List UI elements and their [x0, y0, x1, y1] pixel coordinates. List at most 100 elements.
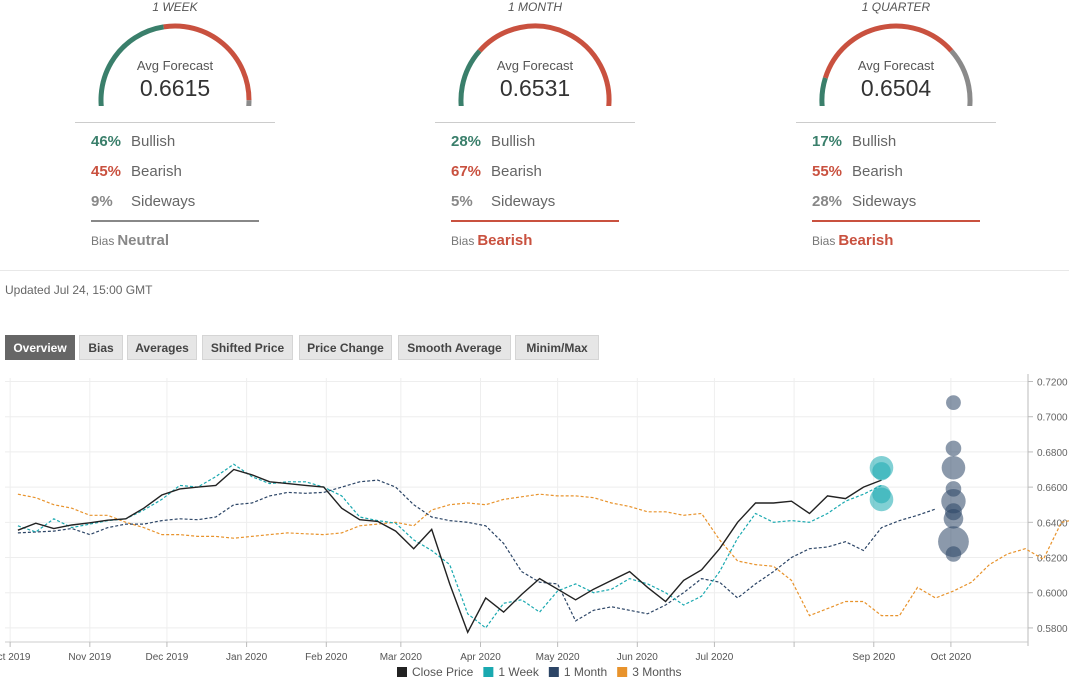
series-line-1-month: [17, 479, 936, 622]
gauge-sideways-arc: [246, 100, 252, 106]
x-tick-label: Oct 2020: [931, 652, 972, 663]
legend-swatch: [397, 667, 407, 677]
y-tick-label: 0.6600: [1037, 483, 1068, 494]
y-tick-label: 0.6200: [1037, 554, 1068, 565]
chart-grid: [5, 378, 1033, 642]
bearish-label: Bearish: [852, 163, 903, 180]
forecast-bubble-1-month[interactable]: [938, 526, 969, 558]
legend-label: 3 Months: [632, 665, 681, 679]
bearish-row: 55% Bearish: [812, 162, 903, 182]
forecast-gauge: [458, 23, 612, 106]
sideways-row: 9% Sideways: [91, 192, 195, 212]
y-tick-label: 0.6000: [1037, 589, 1068, 600]
series-line-1-week: [17, 463, 882, 629]
sideways-pct: 9%: [91, 193, 113, 210]
x-tick-label: Jun 2020: [617, 652, 659, 663]
gauge-bullish-arc: [458, 49, 482, 106]
series-line-3-months: [17, 493, 1069, 617]
x-tick-label: Apr 2020: [460, 652, 501, 663]
x-tick-label: Mar 2020: [380, 652, 423, 663]
legend-item[interactable]: 1 Month: [548, 665, 607, 679]
bearish-pct: 67%: [451, 163, 482, 180]
bias-value: Neutral: [117, 232, 170, 249]
bearish-label: Bearish: [491, 163, 542, 180]
forecast-bubble-1-week[interactable]: [872, 462, 891, 481]
y-tick-label: 0.6800: [1037, 448, 1068, 459]
forecast-bubble-1-month[interactable]: [945, 546, 962, 562]
bullish-row: 46% Bullish: [91, 132, 175, 152]
legend-label: 1 Month: [564, 665, 607, 679]
bearish-row: 67% Bearish: [451, 162, 542, 182]
y-tick-label: 0.7200: [1037, 378, 1068, 389]
x-tick-label: Jul 2020: [696, 652, 734, 663]
legend-swatch: [548, 667, 559, 677]
bearish-pct: 45%: [91, 163, 122, 180]
bearish-row: 45% Bearish: [91, 162, 182, 182]
tab-bias[interactable]: Bias: [79, 335, 123, 360]
x-tick-label: Feb 2020: [305, 652, 348, 663]
bullish-label: Bullish: [852, 133, 897, 150]
bullish-pct: 17%: [812, 133, 843, 150]
sideways-label: Sideways: [852, 193, 917, 210]
panel-title: 1 WEEK: [152, 0, 198, 14]
forecast-bubble-1-month[interactable]: [943, 509, 964, 529]
panel-title: 1 MONTH: [508, 0, 562, 14]
avg-forecast-value: 0.6504: [860, 75, 932, 101]
y-tick-label: 0.6400: [1037, 518, 1068, 529]
avg-forecast-label: Avg Forecast: [857, 58, 935, 73]
bullish-label: Bullish: [131, 133, 176, 150]
chart-legend: Close Price 1 Week 1 Month 3 Months: [397, 665, 682, 679]
bias-label: Bias: [812, 234, 836, 248]
avg-forecast-value: 0.6531: [499, 75, 571, 101]
tab-averages[interactable]: Averages: [127, 335, 197, 360]
legend-label: Close Price: [412, 665, 474, 679]
bias-rule: [812, 220, 980, 222]
forecast-gauge: [98, 23, 252, 106]
forecast-gauge: [819, 23, 973, 106]
sideways-row: 5% Sideways: [451, 192, 555, 212]
panel-divider: [75, 122, 275, 123]
tab-price-change[interactable]: Price Change: [299, 335, 392, 360]
tab-minim-max[interactable]: Minim/Max: [515, 335, 599, 360]
tab-smooth-average[interactable]: Smooth Average: [398, 335, 511, 360]
legend-item[interactable]: 3 Months: [617, 665, 682, 679]
legend-item[interactable]: 1 Week: [483, 665, 540, 679]
bearish-label: Bearish: [131, 163, 182, 180]
panel-divider: [435, 122, 635, 123]
sideways-row: 28% Sideways: [812, 192, 916, 212]
avg-forecast-label: Avg Forecast: [136, 58, 214, 73]
forecast-bubble-1-month[interactable]: [945, 440, 962, 457]
sideways-label: Sideways: [131, 193, 196, 210]
tab-shifted-price[interactable]: Shifted Price: [202, 335, 293, 360]
forecast-chart: 0.7200 0.7000 0.6800 0.6600 0.6400 0.6200 0.60…: [0, 374, 1069, 679]
forecast-bubble-1-month[interactable]: [946, 395, 961, 411]
avg-forecast-value: 0.6615: [139, 75, 211, 101]
bias-line: Bias Neutral: [91, 232, 169, 249]
gauge-bearish-arc: [823, 23, 954, 79]
tab-overview[interactable]: Overview: [5, 335, 75, 360]
panel-divider: [796, 122, 996, 123]
bias-rule: [451, 220, 619, 222]
panel-title: 1 QUARTER: [861, 0, 931, 14]
bullish-pct: 46%: [91, 133, 122, 150]
gauge-sideways-arc: [949, 49, 973, 106]
forecast-bubble-1-month[interactable]: [941, 455, 966, 480]
legend-item[interactable]: Close Price: [397, 665, 474, 679]
bearish-pct: 55%: [812, 163, 843, 180]
bias-value: Bearish: [838, 232, 894, 249]
avg-forecast-label: Avg Forecast: [496, 58, 574, 73]
gauge-bearish-arc: [163, 23, 252, 101]
bullish-label: Bullish: [491, 133, 536, 150]
bias-label: Bias: [451, 234, 475, 248]
bullish-pct: 28%: [451, 133, 482, 150]
legend-swatch: [617, 667, 628, 677]
x-tick-label: Jan 2020: [226, 652, 268, 663]
sideways-pct: 5%: [451, 193, 473, 210]
forecast-bubble-1-week[interactable]: [872, 484, 891, 504]
x-tick-label: Oct 2019: [0, 652, 31, 663]
series-line-close-price: [17, 468, 882, 635]
section-divider: [0, 270, 1069, 271]
x-tick-label: Nov 2019: [68, 652, 111, 663]
x-tick-label: May 2020: [536, 652, 580, 663]
bullish-row: 28% Bullish: [451, 132, 535, 152]
